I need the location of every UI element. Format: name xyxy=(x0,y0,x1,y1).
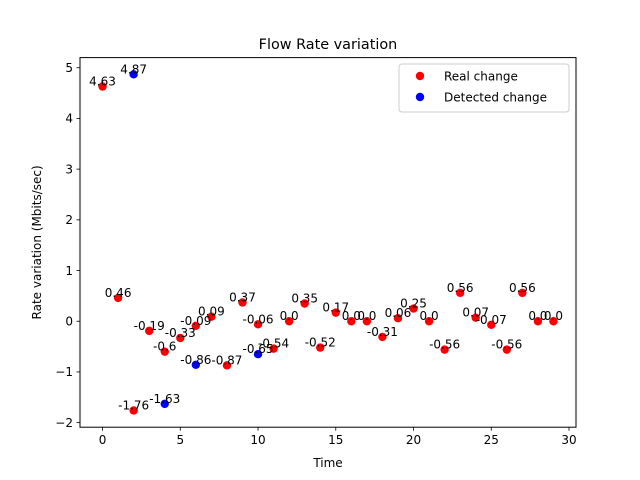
point-real xyxy=(409,304,418,313)
data-label-detected: 4.87 xyxy=(120,62,147,76)
legend: Real change Detected change xyxy=(398,63,570,113)
data-label-real: -0.06 xyxy=(243,312,274,326)
data-label-real: 0.0 xyxy=(342,309,361,323)
point-real xyxy=(284,317,294,326)
point-real xyxy=(222,361,232,370)
point-real xyxy=(113,293,123,303)
data-label-real: 0.0 xyxy=(528,309,547,323)
data-label-detected: -0.65 xyxy=(243,342,274,356)
data-label-real: 0.17 xyxy=(322,301,349,315)
legend-marker-detected xyxy=(415,92,425,102)
point-real xyxy=(378,332,387,342)
point-detected xyxy=(160,399,169,409)
point-detected xyxy=(129,70,138,79)
data-points xyxy=(98,70,558,415)
legend-frame xyxy=(398,63,570,113)
data-label-real: -0.54 xyxy=(258,337,289,351)
x-tick-label: 15 xyxy=(328,433,343,447)
point-real xyxy=(362,317,372,326)
point-real xyxy=(518,288,527,298)
point-real xyxy=(191,321,201,331)
point-real xyxy=(129,406,138,415)
point-real xyxy=(269,344,278,353)
x-tick-label: 30 xyxy=(561,433,576,447)
x-axis: 0 5 10 15 20 25 30 xyxy=(99,427,577,447)
data-label-real: 0.09 xyxy=(198,305,225,319)
point-real xyxy=(316,343,325,352)
data-label-real: 4.63 xyxy=(89,74,116,88)
data-label-real: -0.56 xyxy=(429,338,460,352)
data-label-real: -0.33 xyxy=(165,326,196,340)
data-label-real: 0.56 xyxy=(447,281,474,295)
data-label-real: 0.25 xyxy=(400,297,427,311)
data-label-real: -0.52 xyxy=(305,336,336,350)
data-label-real: 0.56 xyxy=(509,281,536,295)
point-real xyxy=(300,299,309,308)
point-real xyxy=(455,288,465,298)
data-label-real: -0.31 xyxy=(367,325,398,339)
x-tick-label: 25 xyxy=(484,433,499,447)
x-axis-label: Time xyxy=(312,456,342,470)
data-label-real: 0.0 xyxy=(357,309,376,323)
data-label-real: -1.76 xyxy=(118,398,149,412)
point-real xyxy=(440,345,449,354)
point-real xyxy=(207,312,216,321)
y-tick-label: 2 xyxy=(65,213,73,227)
point-real xyxy=(487,320,496,329)
point-real xyxy=(471,313,480,322)
point-real xyxy=(253,320,263,329)
data-label-real: -0.87 xyxy=(211,353,242,367)
point-real xyxy=(98,82,107,91)
data-label-detected: -1.63 xyxy=(149,392,180,406)
point-real xyxy=(347,317,356,326)
y-tick-label: 0 xyxy=(65,315,73,329)
data-label-real: 0.06 xyxy=(385,306,412,320)
data-label-real: -0.6 xyxy=(153,340,176,354)
x-tick-label: 5 xyxy=(176,433,184,447)
point-real xyxy=(144,326,154,336)
point-real xyxy=(424,317,434,326)
legend-marker-real xyxy=(415,71,425,81)
x-tick-label: 0 xyxy=(99,433,107,447)
data-label-real: -0.56 xyxy=(491,338,522,352)
x-tick-label: 10 xyxy=(250,433,265,447)
data-label-detected: -0.86 xyxy=(180,353,211,367)
y-tick-label: 3 xyxy=(65,162,73,176)
data-label-real: -0.19 xyxy=(134,319,165,333)
data-label-real: 0.07 xyxy=(462,306,489,320)
data-label-real: -0.09 xyxy=(180,314,211,328)
chart-title: Flow Rate variation xyxy=(259,37,398,53)
data-label-real: 0.46 xyxy=(105,286,132,300)
data-label-real: 0.0 xyxy=(544,309,563,323)
y-tick-label: −1 xyxy=(55,365,73,379)
legend-label-detected: Detected change xyxy=(444,91,547,105)
y-tick-label: 4 xyxy=(65,112,73,126)
y-axis: −2 −1 0 1 2 3 4 5 xyxy=(55,61,80,430)
point-detected xyxy=(253,349,263,359)
data-label-real: 0.35 xyxy=(291,291,318,305)
legend-label-real: Real change xyxy=(444,70,518,84)
point-real xyxy=(393,313,403,323)
plot-area xyxy=(79,57,577,428)
data-label-real: 0.37 xyxy=(229,290,256,304)
x-tick-label: 20 xyxy=(406,433,421,447)
point-real xyxy=(176,333,185,343)
point-real xyxy=(238,298,247,307)
point-real xyxy=(160,347,169,356)
point-real xyxy=(502,345,512,354)
point-real xyxy=(331,308,340,317)
data-labels: 4.63 0.46 -1.76 -0.19 -0.6-0.33-0.090.09 -0.8… xyxy=(89,62,563,412)
point-real xyxy=(549,317,558,326)
point-detected xyxy=(191,360,201,370)
data-label-real: -0.07 xyxy=(476,313,507,327)
data-label-real: 0.0 xyxy=(280,309,299,323)
data-label-real: 0.0 xyxy=(420,309,439,323)
y-axis-label: Rate variation (Mbits/sec) xyxy=(30,165,44,319)
y-tick-label: 5 xyxy=(65,61,73,75)
y-tick-label: −2 xyxy=(55,416,73,430)
y-tick-label: 1 xyxy=(65,264,73,278)
point-real xyxy=(533,317,543,326)
